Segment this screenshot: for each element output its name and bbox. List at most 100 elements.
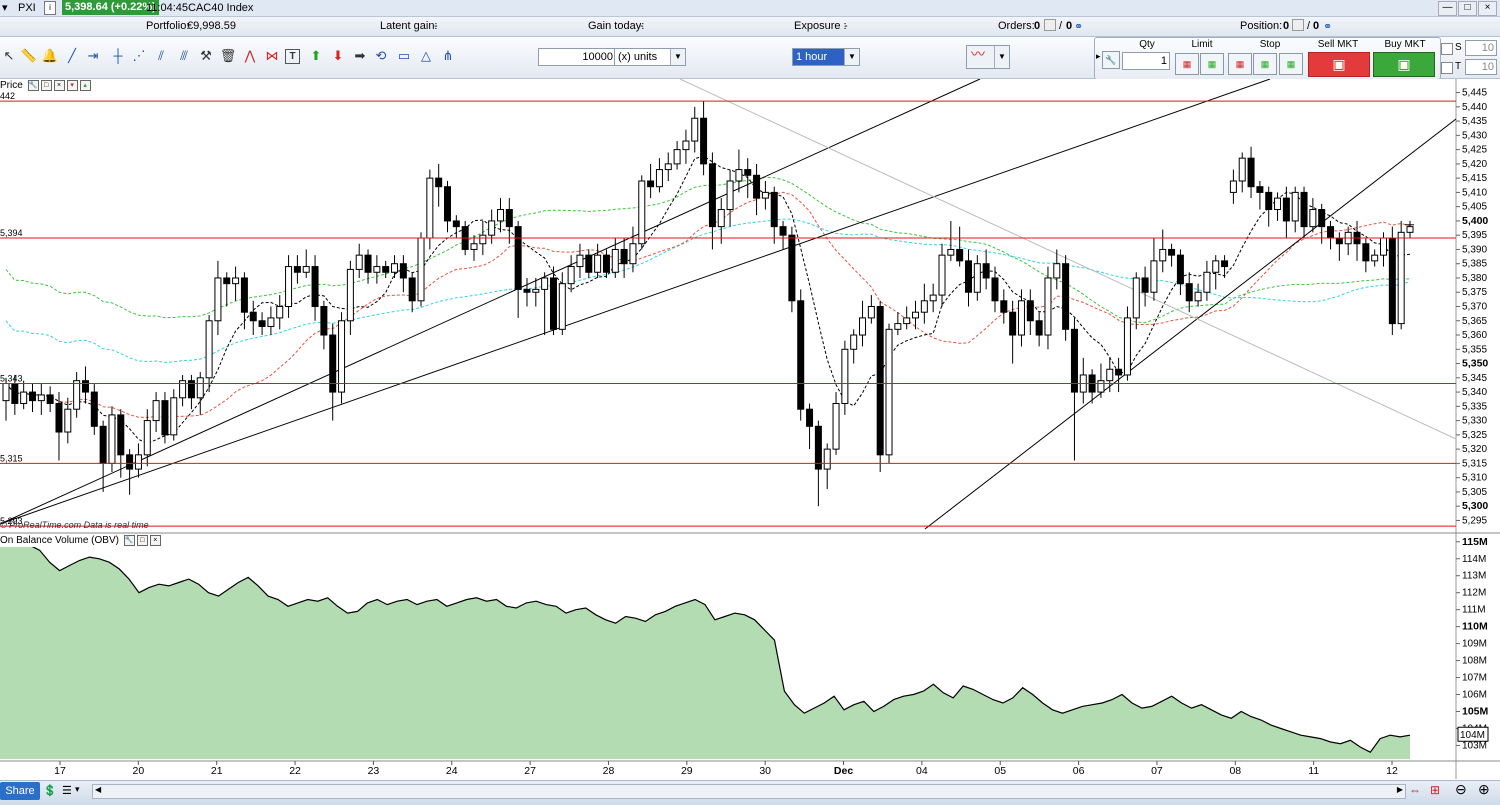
candle bbox=[496, 198, 504, 233]
candle bbox=[700, 101, 708, 176]
triangle-icon[interactable]: △ bbox=[421, 48, 431, 63]
trend-line bbox=[679, 79, 1457, 440]
candle-body bbox=[576, 254, 584, 268]
horizontal-scrollbar[interactable]: ◀ ▶ bbox=[92, 784, 1406, 799]
trendline-icon[interactable]: ╱ bbox=[68, 48, 76, 63]
sell-arrow-icon[interactable]: ⬇ bbox=[332, 48, 344, 63]
right-arrow-icon[interactable]: ➡ bbox=[354, 48, 366, 63]
candle bbox=[1388, 226, 1396, 336]
move-up-icon[interactable]: ▴ bbox=[79, 79, 91, 91]
stop-sell-button[interactable]: ▦ bbox=[1228, 53, 1252, 75]
s-checkbox[interactable] bbox=[1441, 43, 1453, 55]
text-icon[interactable]: T bbox=[285, 49, 300, 64]
pitchfork-icon[interactable]: ⋔ bbox=[442, 48, 454, 63]
vertical-line-icon[interactable]: ┼ bbox=[113, 48, 123, 63]
candle bbox=[1062, 255, 1070, 341]
t-value-input[interactable]: 10 bbox=[1465, 59, 1497, 75]
limit-sell-button[interactable]: ▦ bbox=[1175, 53, 1199, 75]
stop-limit-button[interactable]: ▦ bbox=[1279, 53, 1303, 75]
panel-arrow-icon[interactable]: ▸ bbox=[1096, 51, 1101, 61]
cursor-icon[interactable]: ↖ bbox=[3, 48, 15, 63]
units-input[interactable]: 10000 bbox=[538, 48, 616, 66]
pattern-icon[interactable]: ⋈ bbox=[265, 48, 279, 63]
scroll-left-icon[interactable]: ◀ bbox=[95, 785, 102, 794]
menu-dropdown-icon[interactable]: ▾ bbox=[2, 2, 8, 14]
cycle-icon[interactable]: ⟲ bbox=[375, 48, 387, 63]
wrench-icon[interactable]: 🔧 bbox=[27, 79, 39, 91]
maximize-panel-icon[interactable]: □ bbox=[40, 79, 52, 91]
portfolio-value: €9,998.59 bbox=[187, 20, 236, 32]
position-link-icon[interactable]: ⚭ bbox=[1323, 21, 1333, 33]
maximize-icon[interactable]: □ bbox=[1458, 1, 1477, 16]
price-tick-label: 5,385 bbox=[1462, 259, 1487, 270]
close-icon[interactable]: × bbox=[1478, 1, 1497, 16]
maximize-panel-icon[interactable]: □ bbox=[136, 534, 148, 546]
candle bbox=[161, 392, 169, 444]
candle bbox=[867, 295, 875, 324]
candle bbox=[143, 409, 151, 467]
list-icon[interactable]: ☰ bbox=[62, 785, 72, 797]
candle-body bbox=[1229, 180, 1237, 193]
obv-current-label: 104M bbox=[1460, 730, 1485, 741]
close-panel-icon[interactable]: × bbox=[53, 79, 65, 91]
chevron-down-icon[interactable]: ▾ bbox=[75, 784, 80, 794]
ruler-icon[interactable]: 📏 bbox=[20, 48, 38, 63]
rectangle-icon[interactable]: ▭ bbox=[397, 48, 411, 63]
limit-buy-button[interactable]: ▦ bbox=[1200, 53, 1224, 75]
wrench-icon[interactable]: 🔧 bbox=[1102, 51, 1120, 69]
candle-body bbox=[779, 226, 787, 236]
fibonacci-icon[interactable]: ⫻ bbox=[180, 48, 188, 63]
candle-body bbox=[20, 391, 28, 404]
candle bbox=[1300, 186, 1308, 239]
candle-body bbox=[947, 248, 955, 256]
fit-view-icon[interactable]: ⊞ bbox=[1430, 783, 1441, 797]
candle bbox=[1097, 363, 1105, 398]
currency-settings-icon[interactable]: 💲 bbox=[43, 785, 57, 797]
indicator-button[interactable]: 〰 ▼ bbox=[966, 45, 1010, 69]
parallel-channel-icon[interactable]: ⫽ bbox=[158, 48, 164, 63]
candle-body bbox=[1168, 248, 1176, 256]
zoom-in-icon[interactable]: ⊕ bbox=[1478, 781, 1490, 797]
zigzag-icon[interactable]: ⋀ bbox=[244, 48, 256, 63]
close-panel-icon[interactable]: × bbox=[149, 534, 161, 546]
minimize-icon[interactable]: — bbox=[1438, 1, 1457, 16]
share-button[interactable]: Share bbox=[0, 782, 40, 800]
orders-close-icon[interactable] bbox=[1044, 19, 1056, 32]
trash-icon[interactable]: 🗑 bbox=[219, 48, 237, 63]
s-value-input[interactable]: 10 bbox=[1465, 40, 1497, 56]
buy-market-button[interactable]: ▣ bbox=[1373, 52, 1435, 77]
qty-input[interactable]: 1 bbox=[1122, 52, 1170, 70]
scroll-right-icon[interactable]: ▶ bbox=[1396, 785, 1403, 794]
position-close-icon[interactable] bbox=[1292, 19, 1304, 32]
info-icon[interactable]: i bbox=[44, 1, 56, 15]
price-tick-label: 5,295 bbox=[1462, 515, 1487, 526]
units-type-select[interactable]: (x) units ▼ bbox=[614, 48, 686, 66]
horizontal-line-icon[interactable]: ⇥ bbox=[87, 48, 99, 63]
orders-link-icon[interactable]: ⚭ bbox=[1074, 21, 1084, 33]
magnet-icon[interactable]: ⚒ bbox=[200, 48, 212, 63]
obv-panel bbox=[0, 536, 1411, 759]
candle-body bbox=[435, 177, 443, 188]
candle bbox=[311, 255, 319, 321]
wrench-icon[interactable]: 🔧 bbox=[123, 534, 135, 546]
title-menu-label[interactable]: PXI bbox=[18, 2, 36, 14]
reset-view-icon[interactable]: ⇔ bbox=[1409, 783, 1421, 797]
t-checkbox[interactable] bbox=[1441, 62, 1453, 74]
candle bbox=[779, 220, 787, 250]
candle bbox=[682, 129, 690, 164]
price-tick-label: 5,355 bbox=[1462, 344, 1487, 355]
fan-icon[interactable]: ⋰ bbox=[132, 48, 146, 63]
candle-body bbox=[1335, 237, 1343, 245]
candle bbox=[1168, 243, 1176, 267]
alarm-bell-icon[interactable]: 🔔 bbox=[41, 48, 59, 63]
candle bbox=[549, 266, 557, 336]
move-down-icon[interactable]: ▾ bbox=[66, 79, 78, 91]
zoom-out-icon[interactable]: ⊖ bbox=[1455, 781, 1467, 797]
stop-buy-button[interactable]: ▦ bbox=[1253, 53, 1277, 75]
timeframe-select[interactable]: 1 hour ▼ bbox=[792, 48, 860, 66]
buy-arrow-icon[interactable]: ⬆ bbox=[310, 48, 322, 63]
sell-market-button[interactable]: ▣ bbox=[1308, 52, 1370, 77]
price-tick-label: 5,425 bbox=[1462, 145, 1487, 156]
candle bbox=[620, 238, 628, 278]
